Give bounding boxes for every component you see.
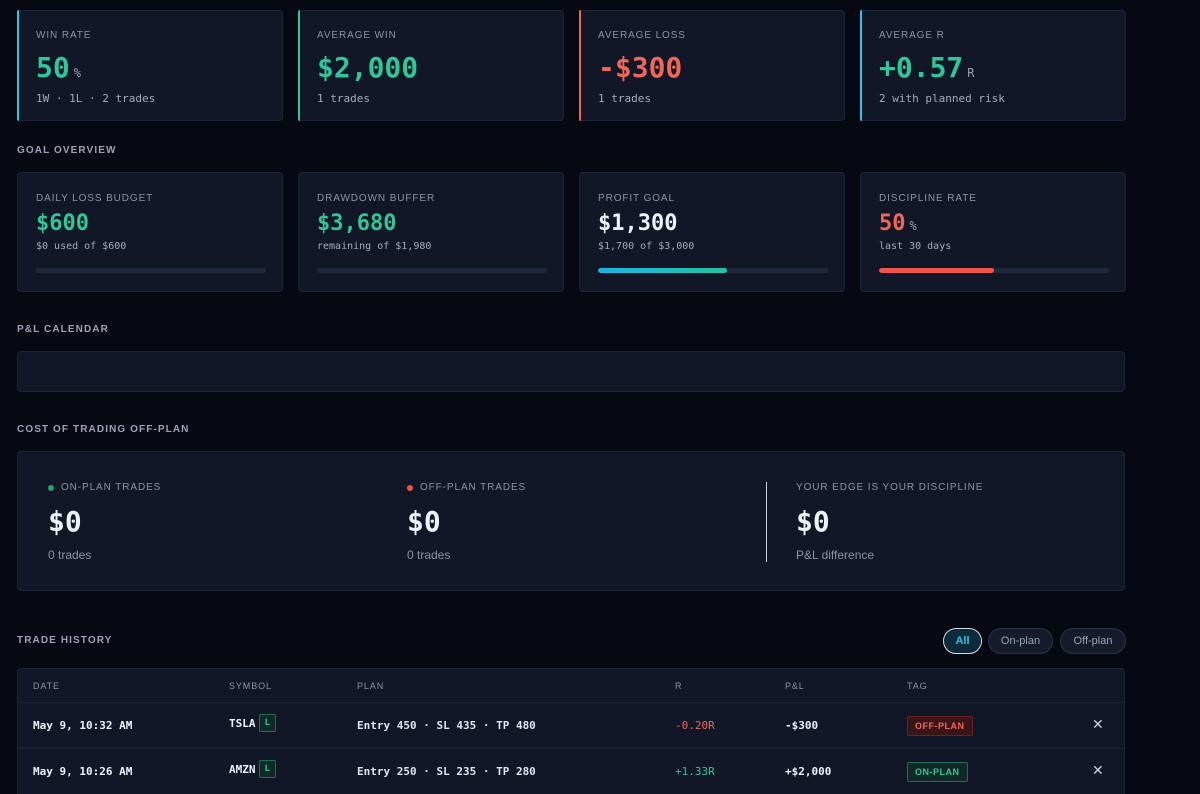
stat-sub: 2 with planned risk bbox=[879, 92, 1005, 105]
goal-label: DAILY LOSS BUDGET bbox=[36, 193, 154, 204]
stat-value: -$300 bbox=[598, 51, 683, 84]
trade-pnl: -$300 bbox=[785, 719, 819, 732]
trade-symbol: AMZN L bbox=[229, 760, 276, 778]
edge-label: YOUR EDGE IS YOUR DISCIPLINE bbox=[796, 482, 984, 493]
goal-label: PROFIT GOAL bbox=[598, 193, 675, 204]
trade-date: May 9, 10:32 AM bbox=[33, 719, 133, 732]
accent-bar bbox=[17, 10, 19, 121]
trade-pnl: +$2,000 bbox=[785, 765, 832, 778]
trade-symbol: TSLA L bbox=[229, 714, 276, 732]
goal-sub: $1,700 of $3,000 bbox=[598, 241, 695, 252]
stat-value: $2,000 bbox=[317, 51, 419, 84]
stat-label: AVERAGE WIN bbox=[317, 30, 397, 41]
side-badge: L bbox=[258, 760, 276, 778]
stat-label: AVERAGE R bbox=[879, 30, 945, 41]
goal-card-drawdown-buffer: DRAWDOWN BUFFER $3,680 remaining of $1,9… bbox=[298, 172, 564, 292]
accent-bar bbox=[860, 10, 862, 121]
goal-sub: remaining of $1,980 bbox=[317, 241, 432, 252]
stat-card-average-loss: AVERAGE LOSS -$300 1 trades bbox=[579, 10, 845, 121]
stat-card-average-win: AVERAGE WIN $2,000 1 trades bbox=[298, 10, 564, 121]
stat-label: WIN RATE bbox=[36, 30, 92, 41]
goal-card-daily-loss-budget: DAILY LOSS BUDGET $600 $0 used of $600 bbox=[17, 172, 283, 292]
off-plan-sub: 0 trades bbox=[407, 548, 451, 562]
goal-label: DRAWDOWN BUFFER bbox=[317, 193, 436, 204]
column-header-symbol: SYMBOL bbox=[229, 681, 272, 691]
goal-progress-bar bbox=[36, 268, 266, 273]
goal-value: $600 bbox=[36, 211, 89, 236]
goal-card-discipline-rate: DISCIPLINE RATE 50% last 30 days bbox=[860, 172, 1126, 292]
goal-progress-fill bbox=[598, 268, 727, 273]
trade-tag-badge[interactable]: OFF-PLAN bbox=[907, 716, 973, 736]
divider bbox=[766, 482, 767, 562]
off-plan-dot-icon bbox=[407, 484, 413, 491]
stat-sub: 1 trades bbox=[598, 92, 651, 105]
stat-value: 50% bbox=[36, 51, 81, 84]
filter-off-plan-button[interactable]: Off-plan bbox=[1060, 628, 1126, 654]
goal-card-profit-goal: PROFIT GOAL $1,300 $1,700 of $3,000 bbox=[579, 172, 845, 292]
column-header-plan: PLAN bbox=[357, 681, 385, 691]
goal-value: $3,680 bbox=[317, 211, 397, 236]
edge-value: $0 bbox=[796, 505, 830, 538]
off-plan-value: $0 bbox=[407, 505, 441, 538]
column-header-pnl: P&L bbox=[785, 681, 805, 691]
on-plan-label: ON-PLAN TRADES bbox=[61, 482, 162, 493]
edge-sub: P&L difference bbox=[796, 548, 875, 562]
goal-sub: last 30 days bbox=[879, 241, 952, 252]
column-header-tag: TAG bbox=[907, 681, 928, 691]
trade-history-title: TRADE HISTORY bbox=[17, 635, 113, 646]
filter-all-button[interactable]: All bbox=[943, 628, 982, 654]
edge-summary: YOUR EDGE IS YOUR DISCIPLINE $0 P&L diff… bbox=[796, 482, 983, 562]
accent-bar bbox=[298, 10, 300, 121]
on-plan-sub: 0 trades bbox=[48, 548, 92, 562]
filter-on-plan-button[interactable]: On-plan bbox=[988, 628, 1053, 654]
on-plan-value: $0 bbox=[48, 505, 82, 538]
stat-value: +0.57 R bbox=[879, 51, 975, 84]
column-header-date: DATE bbox=[33, 681, 60, 691]
goal-label: DISCIPLINE RATE bbox=[879, 193, 977, 204]
trade-r: -0.20R bbox=[675, 719, 715, 732]
accent-bar bbox=[579, 10, 581, 121]
cost-off-plan-panel: ON-PLAN TRADES $0 0 trades OFF-PLAN TRAD… bbox=[17, 451, 1125, 591]
trade-plan: Entry 450 · SL 435 · TP 480 bbox=[357, 719, 536, 732]
side-badge: L bbox=[258, 714, 276, 732]
table-row[interactable]: May 9, 10:26 AM AMZN L Entry 250 · SL 235… bbox=[18, 749, 1124, 794]
goal-value: $1,300 bbox=[598, 211, 678, 236]
column-header-r: R bbox=[675, 681, 683, 691]
goal-progress-bar bbox=[879, 268, 1109, 273]
on-plan-dot-icon bbox=[48, 484, 54, 491]
pnl-calendar-title: P&L CALENDAR bbox=[17, 324, 109, 335]
delete-trade-close-icon[interactable]: ✕ bbox=[1092, 716, 1104, 732]
goal-progress-bar bbox=[598, 268, 828, 273]
trade-r: +1.33R bbox=[675, 765, 715, 778]
goal-sub: $0 used of $600 bbox=[36, 241, 127, 252]
trade-tag-badge[interactable]: ON-PLAN bbox=[907, 762, 968, 782]
goal-value: 50% bbox=[879, 211, 917, 236]
stat-card-average-r: AVERAGE R +0.57 R 2 with planned risk bbox=[860, 10, 1126, 121]
table-row[interactable]: May 9, 10:32 AM TSLA L Entry 450 · SL 435… bbox=[18, 703, 1124, 749]
trade-history-table: DATE SYMBOL PLAN R P&L TAG May 9, 10:32 … bbox=[17, 668, 1125, 794]
table-header: DATE SYMBOL PLAN R P&L TAG bbox=[18, 669, 1124, 703]
on-plan-summary: ON-PLAN TRADES $0 0 trades bbox=[48, 482, 161, 562]
cost-off-plan-title: COST OF TRADING OFF-PLAN bbox=[17, 424, 190, 435]
stat-card-win-rate: WIN RATE 50% 1W · 1L · 2 trades bbox=[17, 10, 283, 121]
goal-progress-bar bbox=[317, 268, 547, 273]
trade-date: May 9, 10:26 AM bbox=[33, 765, 133, 778]
off-plan-summary: OFF-PLAN TRADES $0 0 trades bbox=[407, 482, 526, 562]
stat-sub: 1W · 1L · 2 trades bbox=[36, 92, 156, 105]
pnl-calendar bbox=[17, 351, 1125, 392]
stat-label: AVERAGE LOSS bbox=[598, 30, 686, 41]
trade-plan: Entry 250 · SL 235 · TP 280 bbox=[357, 765, 536, 778]
off-plan-label: OFF-PLAN TRADES bbox=[420, 482, 527, 493]
goal-overview-title: GOAL OVERVIEW bbox=[17, 145, 117, 156]
delete-trade-close-icon[interactable]: ✕ bbox=[1092, 762, 1104, 778]
goal-progress-fill bbox=[879, 268, 994, 273]
stat-sub: 1 trades bbox=[317, 92, 370, 105]
